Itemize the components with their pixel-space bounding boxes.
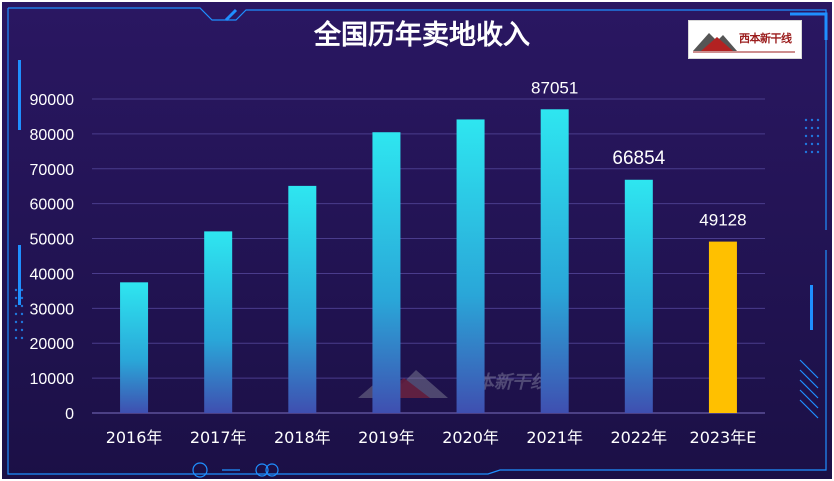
x-tick-label: 2016年	[106, 428, 163, 447]
bar	[624, 179, 653, 413]
bar	[120, 282, 149, 413]
frame-circles-bottom	[192, 462, 279, 478]
bar	[288, 185, 317, 413]
y-tick-label: 80000	[30, 127, 75, 144]
bar	[372, 132, 401, 413]
bar	[708, 241, 737, 413]
y-tick-label: 70000	[30, 162, 75, 179]
x-tick-label: 2017年	[190, 428, 247, 447]
frame-accent-left	[18, 60, 21, 305]
logo: 西本新干线	[688, 20, 802, 59]
data-labels: 87051 66854 49128	[531, 78, 747, 229]
mountain-logo-icon	[693, 33, 795, 53]
bars	[120, 109, 737, 414]
x-tick-label: 2018年	[274, 428, 331, 447]
y-tick-label: 50000	[30, 232, 75, 249]
bar	[204, 231, 233, 413]
bar	[456, 119, 485, 413]
data-label: 49128	[699, 211, 746, 230]
logo-text: 西本新干线	[739, 32, 792, 45]
y-tick-label: 30000	[30, 301, 75, 318]
y-tick-label: 10000	[30, 371, 75, 388]
frame-accent-right	[810, 285, 813, 330]
y-tick-label: 90000	[30, 92, 75, 109]
grid-lines	[92, 98, 765, 414]
bar	[540, 109, 569, 414]
chart-title: 全国历年卖地收入	[313, 19, 530, 51]
x-tick-labels: 2016年 2017年 2018年 2019年 2020年 2021年 2022年 2023年…	[106, 428, 757, 447]
frame-dots-left	[14, 288, 24, 340]
data-label: 66854	[612, 148, 665, 169]
x-tick-label: 2020年	[442, 428, 499, 447]
y-tick-label: 40000	[30, 266, 75, 283]
decorative-frame	[7, 7, 828, 475]
x-tick-label: 2023年E	[690, 428, 757, 447]
frame-hatch-right	[799, 359, 819, 419]
x-tick-label: 2022年	[610, 428, 667, 447]
frame-dots-right	[804, 118, 820, 154]
x-tick-label: 2019年	[358, 428, 415, 447]
y-tick-label: 60000	[30, 197, 75, 214]
y-tick-label: 0	[65, 406, 74, 423]
y-tick-label: 20000	[30, 336, 75, 353]
data-label: 87051	[531, 78, 578, 97]
y-tick-labels: 0 10000 20000 30000 40000 50000 60000 70000 8000…	[30, 92, 75, 423]
x-tick-label: 2021年	[526, 428, 583, 447]
